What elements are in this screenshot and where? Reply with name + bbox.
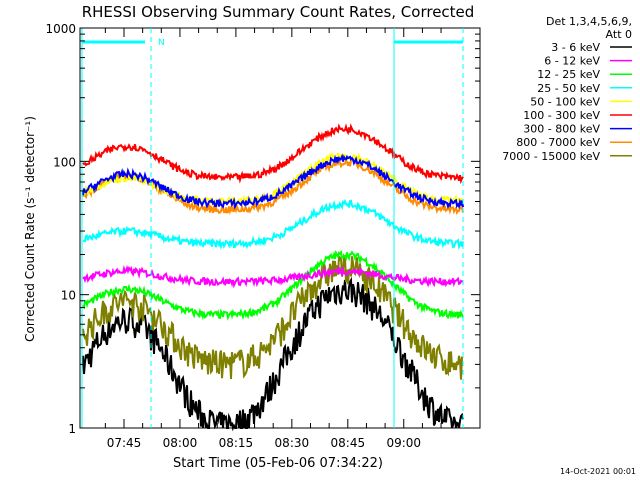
y-tick-label: 1 — [68, 422, 76, 436]
x-tick-label: 09:00 — [386, 436, 421, 450]
night-marker-label: N — [158, 38, 165, 48]
y-axis-label: Corrected Count Rate (s⁻¹ detector⁻¹) — [23, 116, 37, 342]
x-axis: 07:45 08:00 08:15 08:30 08:45 09:00 — [104, 28, 442, 450]
chart-title: RHESSI Observing Summary Count Rates, Co… — [82, 3, 475, 21]
series-25-50-kev-line — [82, 198, 464, 250]
legend-label: 3 - 6 keV — [551, 41, 600, 54]
x-axis-label: Start Time (05-Feb-06 07:34:22) — [173, 456, 383, 471]
x-tick-label: 08:15 — [219, 436, 254, 450]
legend-header-line2: Att 0 — [606, 28, 632, 41]
legend-label: 6 - 12 keV — [544, 55, 600, 68]
x-tick-label: 08:00 — [163, 436, 198, 450]
y-tick-label: 10 — [61, 289, 76, 303]
x-tick-label: 07:45 — [107, 436, 142, 450]
legend-label: 25 - 50 keV — [537, 82, 600, 95]
timestamp: 14-Oct-2021 00:01 — [560, 467, 636, 476]
y-axis: 1 10 100 1000 — [45, 22, 480, 436]
legend-label: 7000 - 15000 keV — [502, 150, 600, 163]
legend-header-line1: Det 1,3,4,5,6,9, — [546, 15, 632, 28]
x-tick-label: 08:45 — [331, 436, 366, 450]
plot-frame — [79, 27, 481, 429]
series-3-6-kev-line — [82, 276, 464, 432]
y-tick-label: 1000 — [45, 22, 76, 36]
series-7000-15000-kev-line — [82, 253, 464, 380]
legend-label: 12 - 25 keV — [537, 68, 600, 81]
y-tick-label: 100 — [53, 155, 76, 169]
series-300-800-kev-line — [82, 153, 464, 210]
series-12-25-kev-line — [82, 249, 464, 321]
legend-label: 100 - 300 keV — [523, 109, 600, 122]
legend-label: 50 - 100 keV — [530, 95, 600, 108]
plot-area: N — [79, 27, 481, 432]
x-tick-label: 08:30 — [275, 436, 310, 450]
legend-label: 300 - 800 keV — [523, 123, 600, 136]
series-100-300-kev-line — [82, 123, 464, 185]
series-6-12-kev-line — [82, 264, 464, 289]
legend-label: 800 - 7000 keV — [516, 136, 600, 149]
